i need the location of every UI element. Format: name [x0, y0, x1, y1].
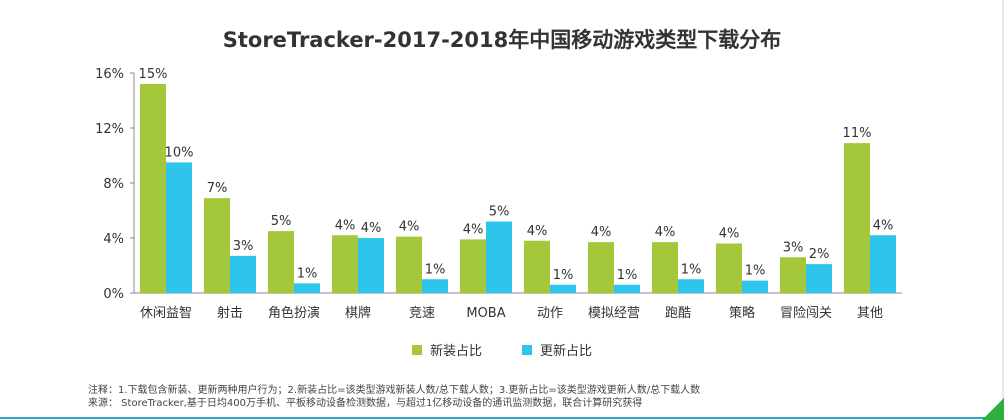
- data-label-update: 3%: [233, 239, 254, 254]
- bar-new: [524, 240, 550, 293]
- note-line-1: 注释：1.下载包含新装、更新两种用户行为；2.新装占比=该类型游戏新装人数/总下…: [88, 385, 701, 396]
- bar-new: [268, 231, 294, 293]
- data-label-new: 3%: [783, 240, 804, 255]
- data-label-update: 1%: [681, 262, 702, 277]
- data-label-update: 1%: [425, 262, 446, 277]
- data-label-update: 4%: [873, 218, 894, 233]
- data-label-update: 10%: [165, 145, 194, 160]
- legend-swatch-new: [411, 344, 422, 355]
- x-tick-label: 策略: [729, 305, 755, 321]
- bar-new: [716, 243, 742, 293]
- bar-update: [678, 279, 704, 293]
- bottom-divider: [0, 417, 1004, 419]
- y-tick-label: 8%: [103, 177, 124, 192]
- data-label-new: 4%: [719, 227, 740, 242]
- legend: 新装占比 更新占比: [0, 340, 1004, 359]
- source-line: 来源： StoreTracker,基于日均400万手机、平板移动设备检测数据，与…: [88, 398, 643, 409]
- x-tick-label: 竞速: [409, 305, 435, 321]
- data-label-update: 1%: [617, 268, 638, 283]
- x-tick-label: MOBA: [466, 306, 505, 321]
- data-label-new: 5%: [271, 214, 292, 229]
- x-tick-label: 角色扮演: [268, 305, 320, 321]
- data-label-new: 4%: [335, 218, 356, 233]
- x-tick-label: 休闲益智: [140, 306, 192, 321]
- bar-update: [614, 284, 640, 293]
- bar-new: [204, 198, 230, 293]
- legend-label-new: 新装占比: [429, 344, 482, 359]
- bar-chart: 0% 4% 8% 12% 16% 15% 10% 休闲益智 7% 3% 射击 5% 1% 角色扮演 4% 4%…: [95, 67, 902, 321]
- bar-update: [166, 162, 192, 293]
- x-tick-label: 冒险闯关: [780, 306, 832, 321]
- data-label-new: 15%: [139, 67, 168, 82]
- data-label-update: 1%: [297, 266, 318, 281]
- page-edge: [1002, 0, 1004, 420]
- legend-item-new: 新装占比: [411, 340, 482, 359]
- bar-new: [140, 84, 166, 293]
- x-tick-label: 跑酷: [665, 306, 691, 321]
- data-label-update: 4%: [361, 221, 382, 236]
- data-label-new: 4%: [463, 222, 484, 237]
- bar-update: [550, 284, 576, 293]
- bar-update: [806, 264, 832, 293]
- legend-label-update: 更新占比: [540, 344, 593, 359]
- x-tick-label: 射击: [217, 305, 243, 321]
- y-tick-label: 0%: [103, 287, 124, 302]
- bar-new: [460, 239, 486, 293]
- y-tick-label: 4%: [103, 232, 124, 247]
- data-label-update: 5%: [489, 205, 510, 220]
- bar-new: [780, 257, 806, 293]
- bar-new: [844, 143, 870, 293]
- bar-new: [652, 242, 678, 293]
- x-tick-label: 棋牌: [345, 305, 371, 321]
- data-label-update: 1%: [553, 268, 574, 283]
- legend-swatch-update: [522, 344, 532, 355]
- bar-update: [230, 255, 256, 293]
- data-label-new: 4%: [527, 224, 548, 239]
- bar-new: [332, 235, 358, 293]
- bar-update: [870, 235, 896, 293]
- bar-new: [396, 236, 422, 293]
- bar-new: [588, 242, 614, 293]
- data-label-new: 4%: [399, 220, 420, 235]
- legend-item-update: 更新占比: [522, 340, 592, 359]
- data-label-new: 4%: [591, 225, 612, 240]
- x-tick-label: 模拟经营: [588, 306, 640, 321]
- y-tick-label: 16%: [95, 67, 124, 82]
- bar-update: [422, 279, 448, 293]
- data-label-new: 11%: [843, 126, 872, 141]
- data-label-update: 2%: [809, 247, 830, 262]
- chart-title: StoreTracker-2017-2018年中国移动游戏类型下载分布: [222, 28, 782, 52]
- bar-update: [358, 238, 384, 293]
- bar-update: [486, 221, 512, 293]
- corner-triangle: [982, 398, 1004, 420]
- data-label-update: 1%: [745, 264, 766, 279]
- x-tick-label: 动作: [537, 306, 563, 321]
- y-tick-label: 12%: [95, 122, 124, 137]
- x-tick-label: 其他: [857, 306, 883, 321]
- footnotes: 注释：1.下载包含新装、更新两种用户行为；2.新装占比=该类型游戏新装人数/总下…: [88, 384, 700, 410]
- bar-update: [294, 283, 320, 293]
- data-label-new: 7%: [207, 181, 228, 196]
- bar-update: [742, 280, 768, 293]
- data-label-new: 4%: [655, 225, 676, 240]
